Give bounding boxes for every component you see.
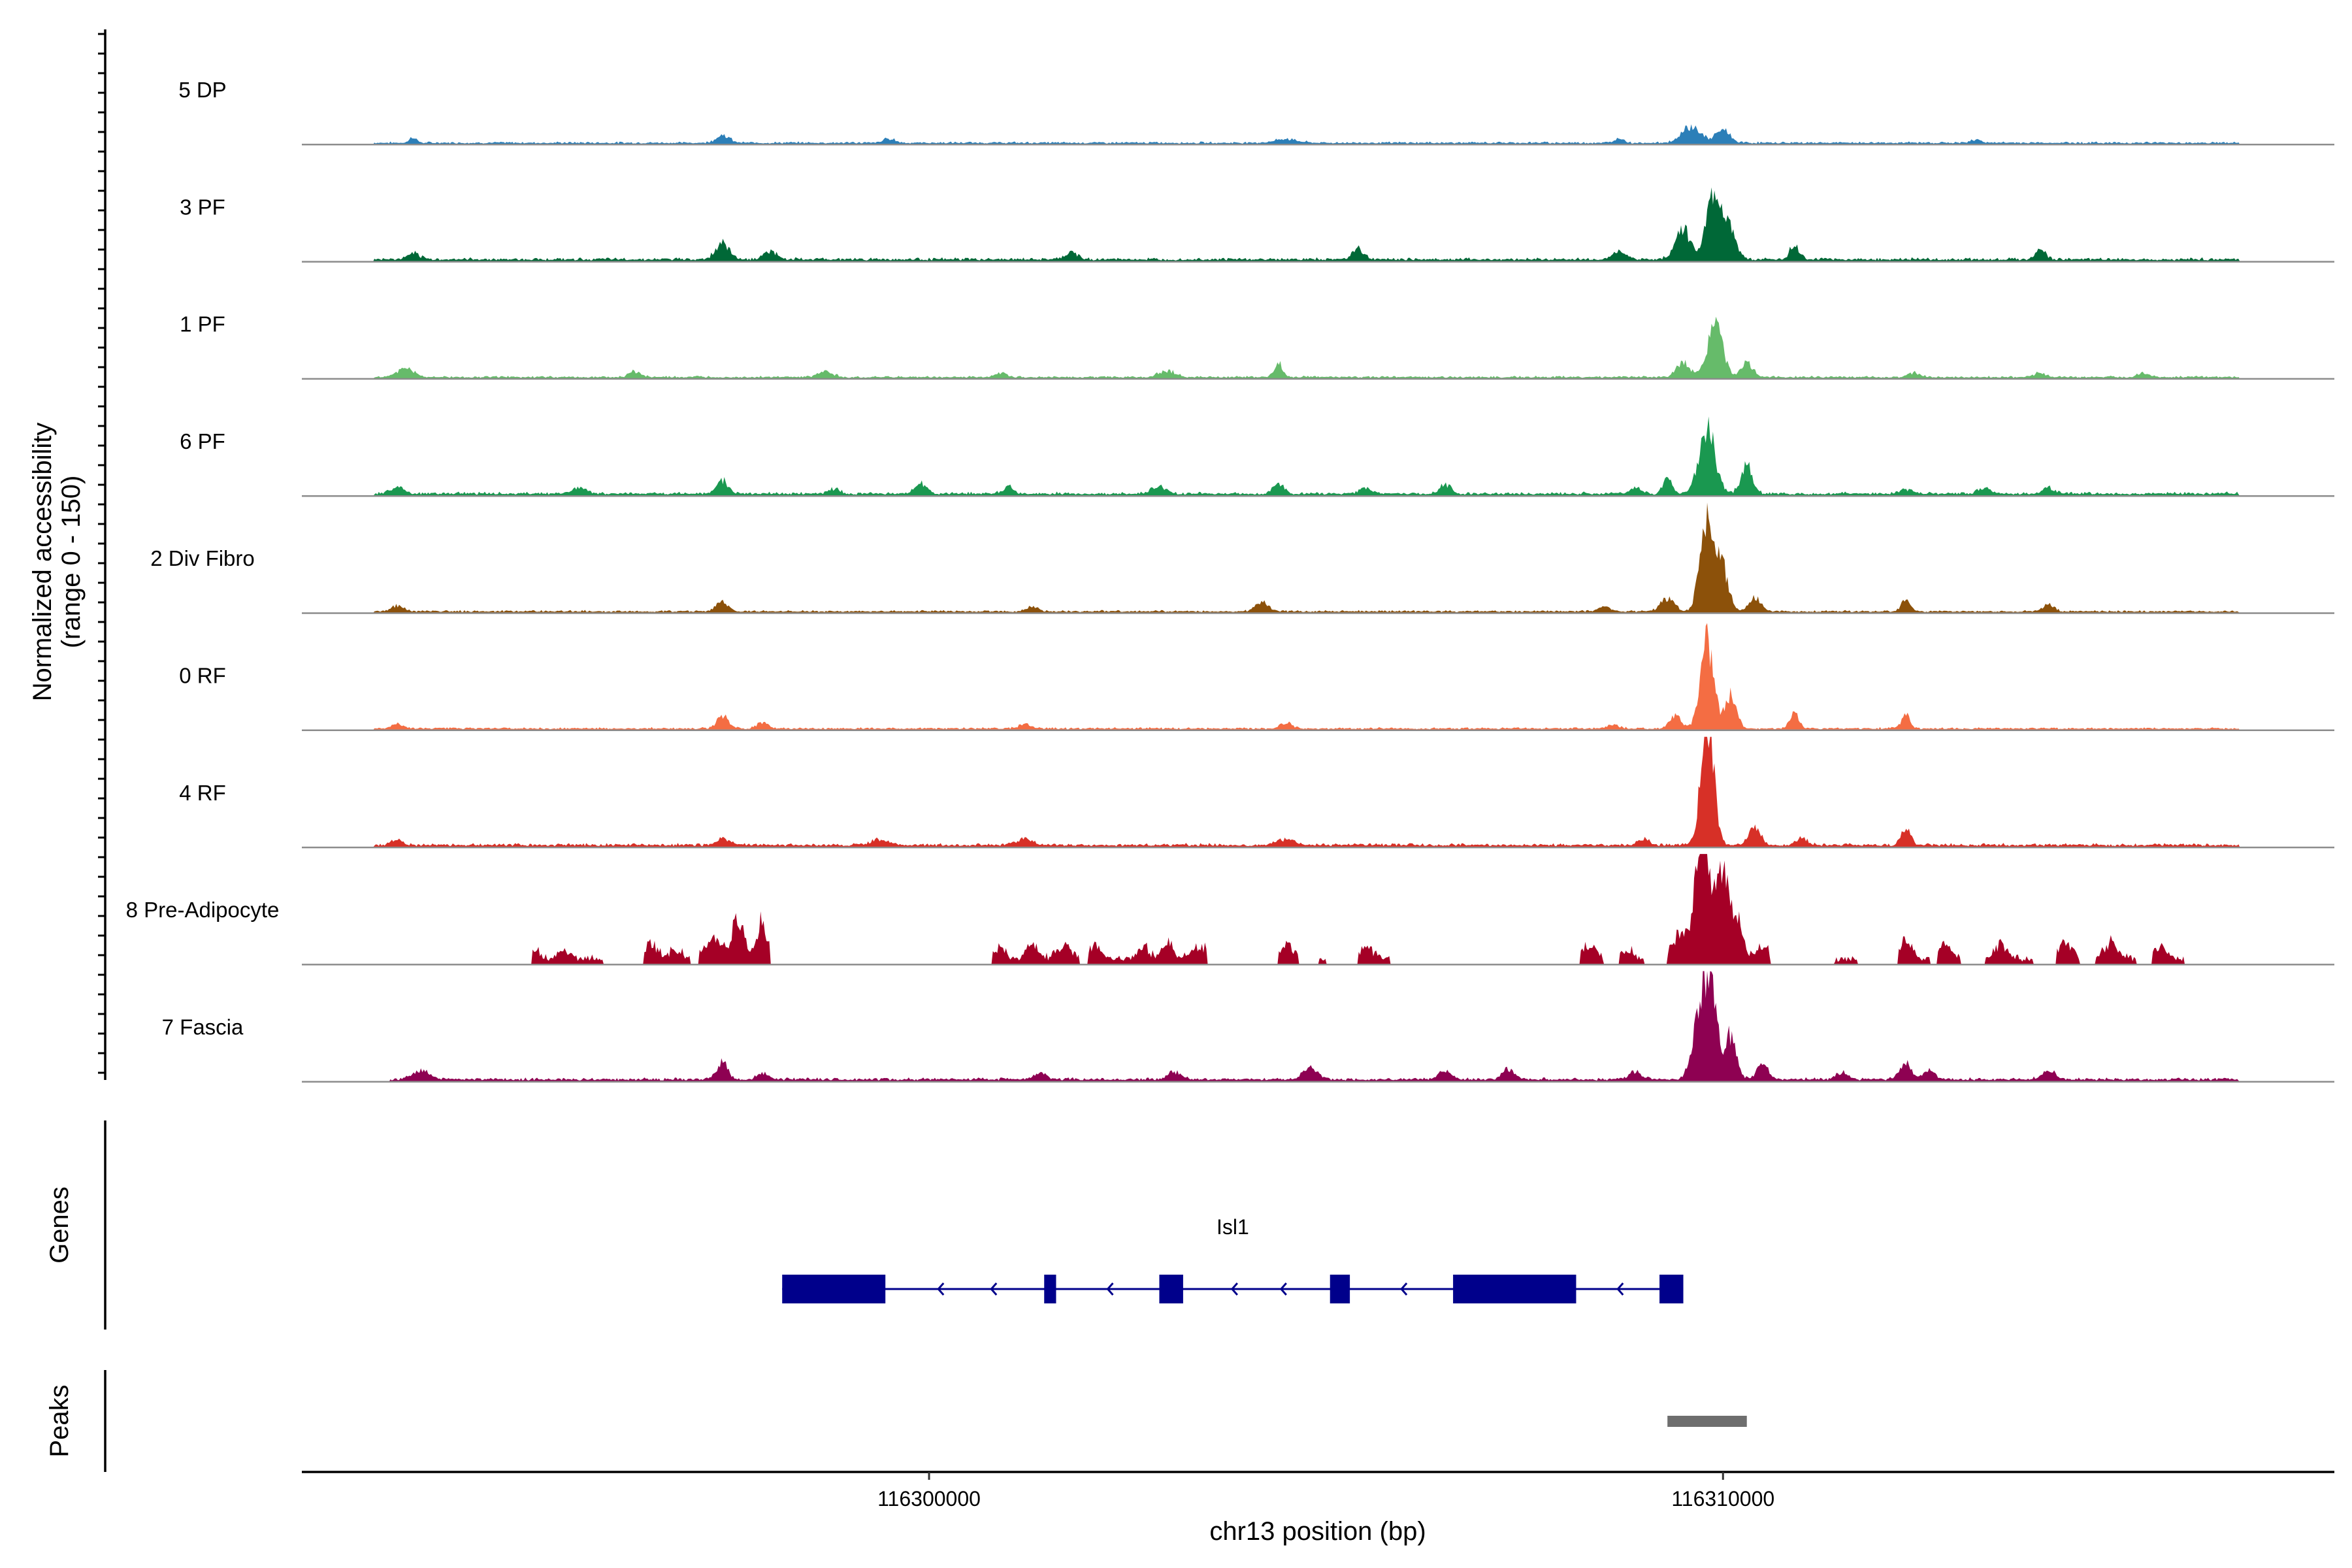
strand-arrow	[1400, 1282, 1408, 1296]
track-label: 4 RF	[179, 781, 226, 805]
coverage-area-1-pf	[302, 316, 2334, 379]
y-axis-title: Normalized accessibility	[28, 423, 57, 702]
x-axis-title: chr13 position (bp)	[1209, 1517, 1426, 1546]
peak-annotation	[1667, 1416, 1747, 1427]
gene-exon	[1659, 1275, 1684, 1303]
genes-panel-title: Genes	[45, 1186, 74, 1264]
coverage-axis-ticks	[98, 33, 105, 1074]
track-1-pf: 1 PF	[180, 312, 2334, 380]
track-5-dp: 5 DP	[178, 78, 2334, 146]
gene-exon	[1159, 1275, 1183, 1303]
track-7-fascia: 7 Fascia	[162, 971, 2334, 1083]
track-label: 0 RF	[179, 664, 226, 688]
x-axis-ticks: 116300000 116310000	[877, 1472, 1774, 1511]
x-tick-label: 116310000	[1671, 1487, 1774, 1511]
coverage-area-3-pf	[302, 187, 2334, 262]
coverage-area-7-fascia	[302, 971, 2334, 1082]
track-label: 6 PF	[180, 429, 225, 453]
track-6-pf: 6 PF	[180, 416, 2334, 497]
coverage-area-8-pre-adipocyte	[302, 854, 2334, 965]
coverage-tracks: 5 DP 3 PF 1 PF 6 PF 2 Div Fibro 0 RF 4 RF 8 Pre…	[126, 78, 2334, 1083]
coverage-area-2-div-fibro	[302, 502, 2334, 613]
strand-arrow	[1279, 1282, 1287, 1296]
gene-exon	[1453, 1275, 1576, 1303]
strand-arrow	[990, 1282, 998, 1296]
strand-arrow	[1616, 1282, 1624, 1296]
gene-isl1: Isl1	[782, 1215, 1684, 1303]
gene-label: Isl1	[1217, 1215, 1249, 1239]
track-4-rf: 4 RF	[179, 736, 2334, 849]
y-axis-range: (range 0 - 150)	[57, 476, 86, 649]
track-label: 7 Fascia	[162, 1015, 244, 1039]
peak-region	[1667, 1416, 1747, 1427]
x-tick-label: 116300000	[877, 1487, 981, 1511]
track-label: 3 PF	[180, 195, 225, 219]
track-2-div-fibro: 2 Div Fibro	[150, 502, 2334, 614]
track-3-pf: 3 PF	[180, 187, 2334, 263]
gene-exon	[1044, 1275, 1056, 1303]
strand-arrow	[1106, 1282, 1114, 1296]
coverage-area-6-pf	[302, 416, 2334, 497]
gene-exon	[1330, 1275, 1350, 1303]
track-0-rf: 0 RF	[179, 623, 2334, 732]
peaks-panel-title: Peaks	[45, 1384, 74, 1457]
track-8-pre-adipocyte: 8 Pre-Adipocyte	[126, 854, 2334, 966]
gene-exon	[782, 1275, 886, 1303]
coverage-area-5-dp	[302, 124, 2334, 145]
track-label: 8 Pre-Adipocyte	[126, 898, 280, 922]
gene-annotation: Isl1	[782, 1215, 1684, 1303]
coverage-area-4-rf	[302, 736, 2334, 848]
strand-arrow	[1230, 1282, 1238, 1296]
strand-arrow	[937, 1282, 945, 1296]
coverage-area-0-rf	[302, 623, 2334, 730]
track-label: 5 DP	[178, 78, 226, 102]
track-label: 1 PF	[180, 312, 225, 336]
track-label: 2 Div Fibro	[150, 546, 255, 570]
